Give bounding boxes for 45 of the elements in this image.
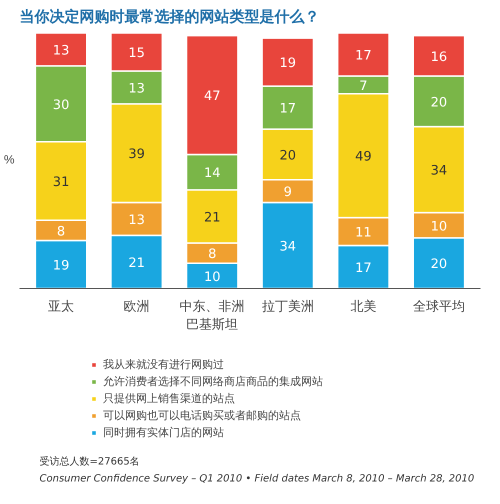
legend-label: 允许消费者选择不同网络商店商品的集成网站: [103, 374, 323, 389]
data-label: 49: [355, 150, 372, 165]
legend-label: 只提供网上销售渠道的站点: [103, 391, 235, 406]
data-label: 20: [430, 95, 448, 110]
data-label: 21: [128, 256, 145, 271]
data-label: 17: [280, 102, 296, 117]
data-label: 7: [359, 78, 368, 94]
data-label: 20: [280, 148, 296, 164]
data-label: 39: [128, 147, 145, 162]
data-label: 34: [430, 164, 448, 179]
data-label: 17: [355, 48, 372, 64]
data-label: 17: [355, 261, 372, 276]
data-label: 20: [430, 257, 448, 272]
data-label: 10: [430, 219, 448, 234]
chart-title: 当你决定网购时最常选择的网站类型是什么？: [20, 8, 320, 26]
x-tick-label: 亚太: [48, 300, 74, 314]
data-label: 11: [355, 226, 372, 241]
legend-label: 我从来就没有进行网购过: [103, 357, 224, 372]
data-label: 8: [208, 247, 216, 262]
data-label: 16: [430, 50, 448, 65]
legend-label: 可以网购也可以电话购买或者邮购的站点: [103, 408, 301, 423]
data-label: 9: [284, 185, 292, 200]
text: 受访总人数=27665名: [40, 456, 140, 468]
data-label: 19: [52, 258, 70, 274]
data-label: 47: [204, 89, 220, 104]
data-label: 14: [204, 166, 220, 182]
x-tick-label: 全球平均: [412, 300, 465, 314]
data-label: 19: [280, 56, 296, 72]
text: Consumer Confidence Survey – Q1 2010 • Field dates March 8, 2010 – March 28, 2010: [40, 474, 474, 484]
legend-label: 同时拥有实体门店的网站: [103, 425, 224, 440]
data-label: 13: [52, 43, 70, 58]
x-tick-label: 北美: [350, 298, 376, 314]
data-label: 31: [52, 175, 70, 190]
x-tick-label: 中东、非洲巴基斯坦: [180, 300, 245, 332]
data-label: 30: [52, 98, 70, 113]
data-label: 13: [128, 212, 145, 228]
data-label: 15: [128, 46, 145, 62]
x-tick-label: 欧洲: [124, 300, 150, 314]
x-tick-label: 拉丁美洲: [262, 298, 314, 314]
data-label: 8: [56, 224, 66, 240]
data-label: 21: [204, 210, 220, 226]
y-axis-title: %: [4, 152, 15, 166]
data-label: 34: [280, 240, 296, 255]
data-label: 10: [204, 270, 220, 285]
data-label: 13: [128, 81, 145, 96]
